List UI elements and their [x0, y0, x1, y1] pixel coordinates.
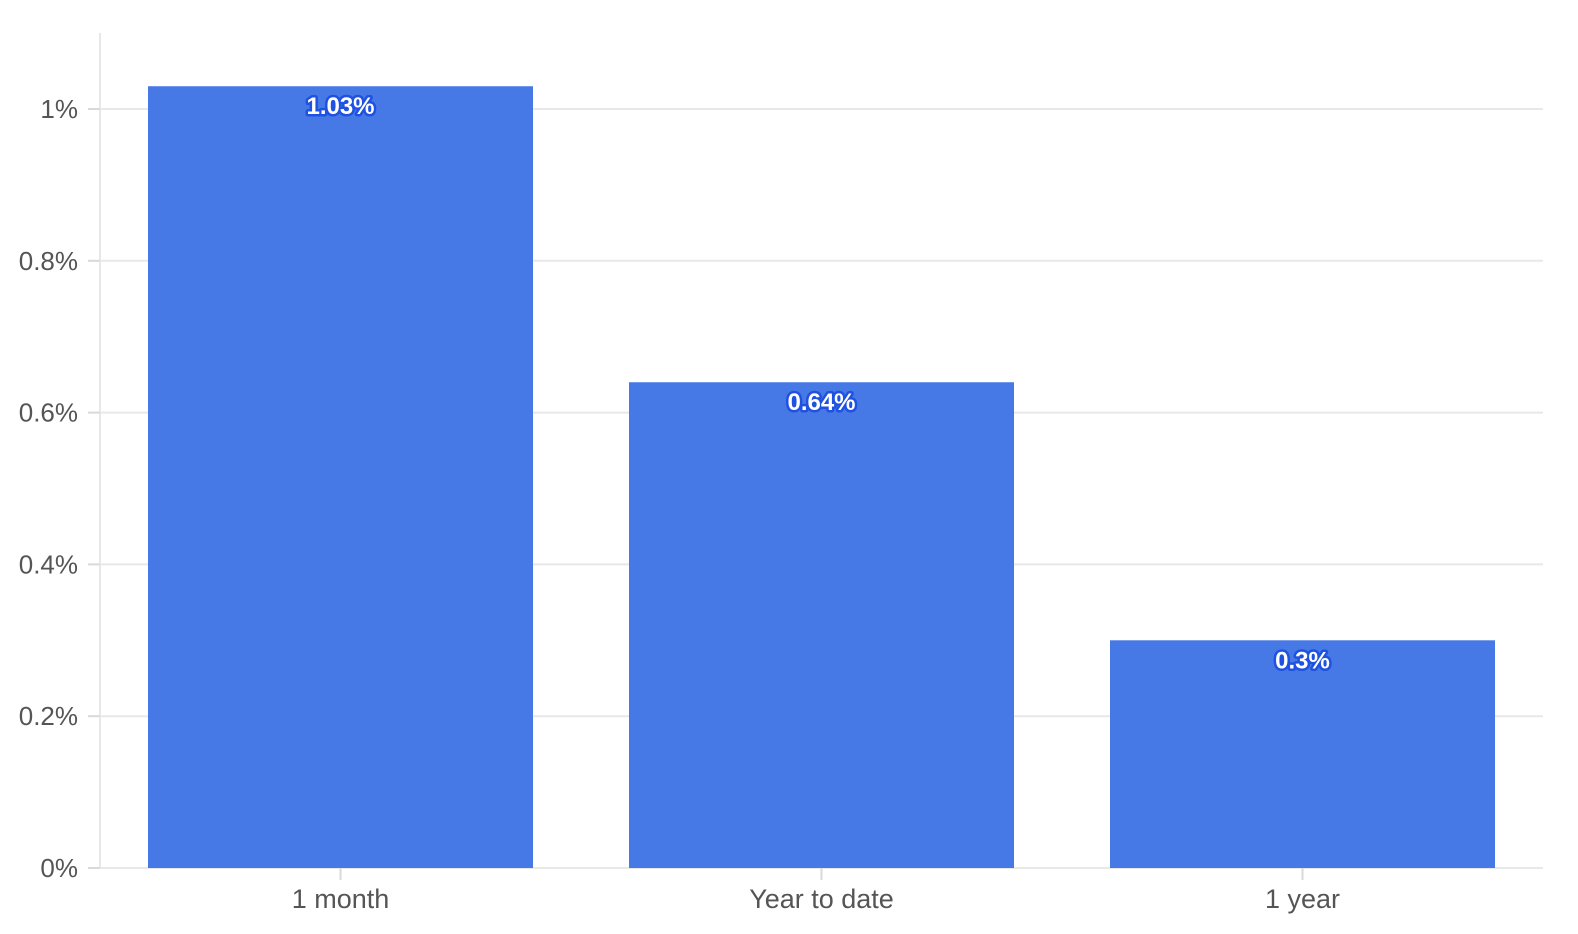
y-tick-label: 1%: [40, 94, 78, 124]
y-tick-label: 0.6%: [19, 398, 78, 428]
y-tick-label: 0.4%: [19, 549, 78, 579]
data-labels: 1.03% 0.64% 0.3%: [304, 91, 1332, 677]
data-label: 0.64%: [787, 389, 855, 416]
y-tick-label: 0.2%: [19, 701, 78, 731]
bar-1-year[interactable]: [1110, 640, 1495, 868]
x-tick-label: 1 year: [1265, 884, 1340, 914]
data-label: 1.03%: [306, 93, 374, 120]
bar-year-to-date[interactable]: [629, 382, 1014, 868]
y-tick-label: 0%: [40, 853, 78, 883]
x-tick-label: 1 month: [292, 884, 390, 914]
x-axis-ticks: 1 month Year to date 1 year: [292, 868, 1340, 914]
data-label: 0.3%: [1275, 647, 1330, 674]
y-tick-label: 0.8%: [19, 246, 78, 276]
x-tick-label: Year to date: [749, 884, 894, 914]
bar-1-month[interactable]: [148, 86, 533, 869]
y-axis-ticks: 0% 0.2% 0.4% 0.6% 0.8% 1%: [19, 94, 100, 883]
bars: [148, 86, 1495, 869]
